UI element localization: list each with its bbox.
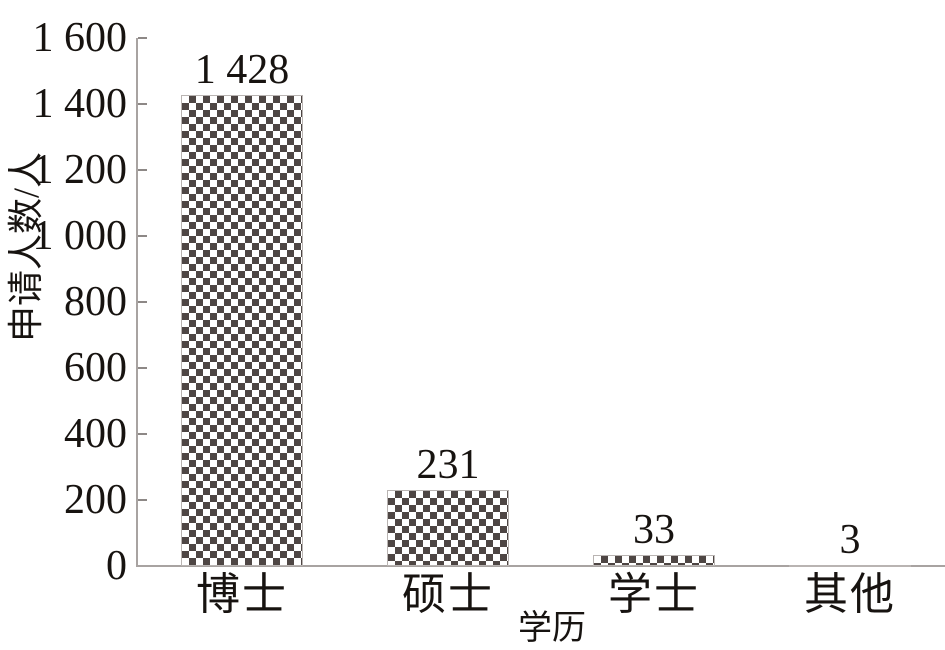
y-tick-mark [138, 37, 147, 39]
bar-value-label: 231 [416, 442, 480, 488]
y-tick-label: 0 [106, 543, 127, 589]
y-tick-mark [138, 433, 147, 435]
y-tick-label: 200 [64, 477, 127, 523]
y-tick-label: 800 [64, 279, 127, 325]
y-axis-line [136, 38, 138, 567]
bar-value-label: 3 [839, 517, 861, 563]
y-tick-label: 1 600 [32, 15, 128, 61]
y-tick-mark [138, 103, 147, 105]
bar [181, 95, 303, 566]
y-tick-mark [138, 169, 147, 171]
bar [387, 490, 509, 566]
y-tick-label: 400 [64, 411, 127, 457]
y-tick-label: 1 400 [32, 81, 128, 127]
bar [593, 555, 715, 566]
y-tick-mark [138, 301, 147, 303]
x-axis-title: 学历 [518, 610, 586, 647]
y-tick-label: 1 000 [32, 213, 128, 259]
y-tick-mark [138, 499, 147, 501]
y-tick-mark [138, 235, 147, 237]
bar [789, 565, 911, 567]
x-category-label: 学士 [608, 570, 700, 619]
y-tick-label: 1 200 [32, 147, 128, 193]
bar-value-label: 1 428 [194, 47, 290, 93]
y-tick-mark [138, 367, 147, 369]
y-tick-label: 600 [64, 345, 127, 391]
bar-value-label: 33 [633, 507, 675, 553]
x-axis-line [136, 565, 945, 567]
x-category-label: 博士 [196, 570, 288, 619]
x-category-label: 其他 [804, 570, 896, 619]
x-category-label: 硕士 [402, 570, 494, 619]
